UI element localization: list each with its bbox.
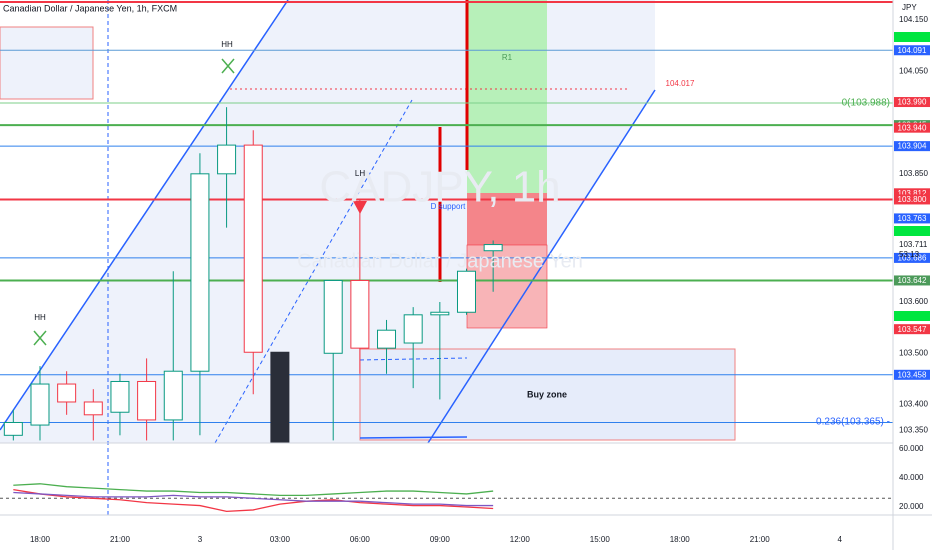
oscillator-line (13, 491, 494, 507)
channel-mid (214, 99, 413, 444)
watermark-subtitle: Canadian Dollar / Japanese Yen (297, 250, 583, 272)
x-tick-label: 06:00 (350, 535, 371, 544)
price-badge (894, 194, 930, 205)
axis-badges (894, 32, 930, 321)
badge (894, 311, 930, 321)
y-tick-label: 103.400 (899, 400, 928, 409)
countdown: 53:13 (899, 250, 920, 259)
y-tick-label: 40.000 (899, 473, 924, 482)
x-tick-label: 4 (837, 535, 842, 544)
y-tick-label: 104.050 (899, 66, 928, 75)
y-tick-label: 103.350 (899, 425, 928, 434)
last-price: 103.711 (899, 240, 928, 249)
price-badge (894, 252, 930, 263)
y-tick-label: 20.000 (899, 502, 924, 511)
y-tick-label: 104.150 (899, 15, 928, 24)
x-tick-label: 03:00 (270, 535, 291, 544)
candle-body (323, 279, 343, 354)
price-badge (894, 122, 930, 133)
price-badge (894, 141, 930, 152)
price-badge (894, 97, 930, 108)
note-box (0, 26, 94, 100)
oscillator-line (13, 488, 494, 513)
candle-body (270, 351, 290, 444)
stop-zone-lower (466, 244, 548, 329)
annotation: LH (355, 169, 365, 178)
annotation: 0(103.988) (842, 98, 890, 109)
price-pane (0, 1, 893, 444)
badge (894, 32, 930, 42)
annotation: 104.017 (666, 79, 695, 88)
candle-body (403, 314, 423, 344)
annotation: HH (34, 313, 46, 322)
price-badge (894, 275, 930, 286)
x-tick-label: 18:00 (30, 535, 51, 544)
buy-zone-box (359, 348, 736, 441)
annotation: R1 (502, 53, 513, 62)
price-badge-label: 103.940 (898, 123, 927, 132)
price-badge (894, 45, 930, 56)
annotations: Canadian Dollar / Japanese Yen, 1h, FXCM… (3, 3, 890, 427)
channel-line (0, 0, 289, 431)
annotation: D support (431, 202, 466, 211)
x-tick-label: 18:00 (670, 535, 691, 544)
chart-title: Canadian Dollar / Japanese Yen, 1h, FXCM (3, 3, 177, 13)
annotation: 0.236(103.365) - (816, 417, 890, 428)
price-badge (894, 213, 930, 224)
annotation: HH (221, 40, 233, 49)
y-tick-label: 103.500 (899, 348, 928, 357)
candle-body (163, 370, 183, 421)
annotation: Buy zone (527, 389, 567, 399)
candle-body (57, 383, 77, 403)
price-badge-label: 103.990 (898, 98, 927, 107)
price-badge-label: 103.812 (898, 189, 927, 198)
oscillator-line (13, 483, 494, 497)
support-line (359, 436, 468, 439)
candle-body (483, 244, 503, 252)
candle-body (190, 173, 210, 372)
dashed-line (359, 357, 468, 361)
x-tick-label: 21:00 (750, 535, 771, 544)
price-badge-label: 103.800 (898, 195, 927, 204)
price-badge-label: 103.458 (898, 370, 927, 379)
price-badge-label: 103.642 (898, 276, 927, 285)
y-tick-label: 103.600 (899, 297, 928, 306)
hh-marker (221, 58, 235, 74)
channel-line (427, 89, 656, 444)
price-badge-label: 103.904 (898, 142, 927, 151)
candle-body (243, 144, 263, 353)
candle-body (83, 401, 103, 416)
y-tick-label: 60.000 (899, 444, 924, 453)
y-tick-label: 103.850 (899, 169, 928, 178)
candle-body (430, 311, 450, 316)
candle-body (456, 270, 476, 313)
candle-body (110, 380, 130, 413)
candle-body (30, 383, 50, 426)
target-zone (467, 0, 547, 193)
x-tick-label: 09:00 (430, 535, 451, 544)
currency: JPY (902, 3, 917, 12)
candle-body (217, 144, 237, 175)
price-badge-label: 103.686 (898, 254, 927, 263)
watermark: CADJPY, 1h (319, 163, 560, 212)
price-badge-label: 104.091 (898, 46, 927, 55)
price-badge-label: 103.547 (898, 325, 927, 334)
drawings (0, 0, 736, 515)
x-tick-label: 3 (198, 535, 203, 544)
price-badge (894, 324, 930, 335)
hh-marker (33, 330, 47, 346)
candle-body (3, 421, 23, 436)
candle-body (350, 279, 370, 349)
x-tick-label: 21:00 (110, 535, 131, 544)
candle-body (377, 329, 397, 349)
stop-zone (467, 193, 547, 245)
badge (894, 226, 930, 236)
price-badge (894, 369, 930, 380)
x-tick-label: 15:00 (590, 535, 611, 544)
candle-body (137, 380, 157, 421)
price-badge-label: 103.763 (898, 214, 927, 223)
price-badge (894, 188, 930, 199)
x-tick-label: 12:00 (510, 535, 531, 544)
